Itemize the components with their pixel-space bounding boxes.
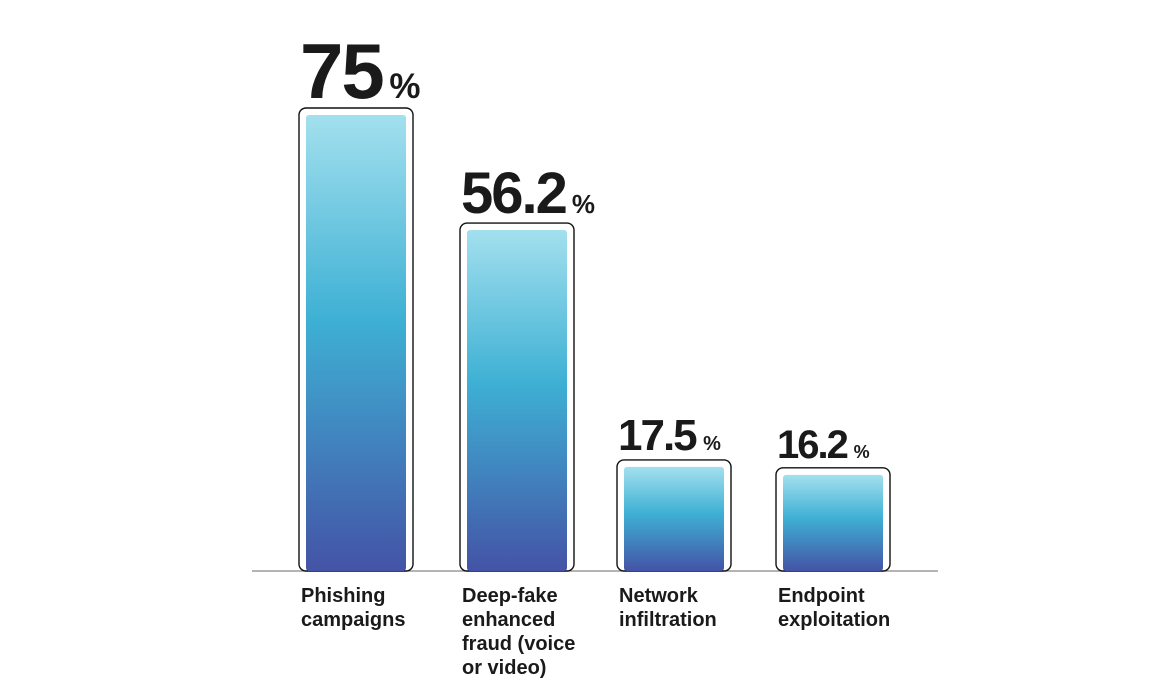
bar: [467, 230, 567, 571]
category-label-line: Deep-fake: [462, 585, 558, 607]
category-label-line: enhanced: [462, 609, 555, 631]
data-label: 75: [300, 27, 383, 115]
category-label: Endpoint exploitation: [778, 585, 890, 631]
bars-layer: [298, 107, 891, 572]
data-label-unit: %: [703, 433, 721, 455]
category-label-line: Network: [619, 585, 699, 607]
category-label: Deep-fake enhanced fraud (voice or video): [462, 585, 575, 679]
bar: [624, 466, 724, 571]
data-label-unit: %: [572, 189, 595, 219]
category-label-line: Endpoint: [778, 585, 865, 607]
data-label-unit: %: [854, 442, 870, 462]
bar: [783, 474, 883, 571]
category-label-line: campaigns: [301, 609, 405, 631]
category-label-line: or video): [462, 657, 546, 679]
category-label-line: exploitation: [778, 609, 890, 631]
data-label: 16.2: [777, 423, 848, 467]
category-label-line: Phishing: [301, 585, 385, 607]
bar: [306, 115, 406, 571]
category-label-line: infiltration: [619, 609, 717, 631]
labels-layer: 75 % Phishing campaigns 56.2 % Deep-fake enhanc…: [300, 27, 890, 679]
data-label: 56.2: [461, 161, 566, 226]
category-label: Network infiltration: [619, 585, 717, 631]
category-label-line: fraud (voice: [462, 633, 575, 655]
data-label-unit: %: [389, 67, 420, 106]
data-label: 17.5: [618, 411, 697, 460]
category-label: Phishing campaigns: [301, 585, 405, 631]
